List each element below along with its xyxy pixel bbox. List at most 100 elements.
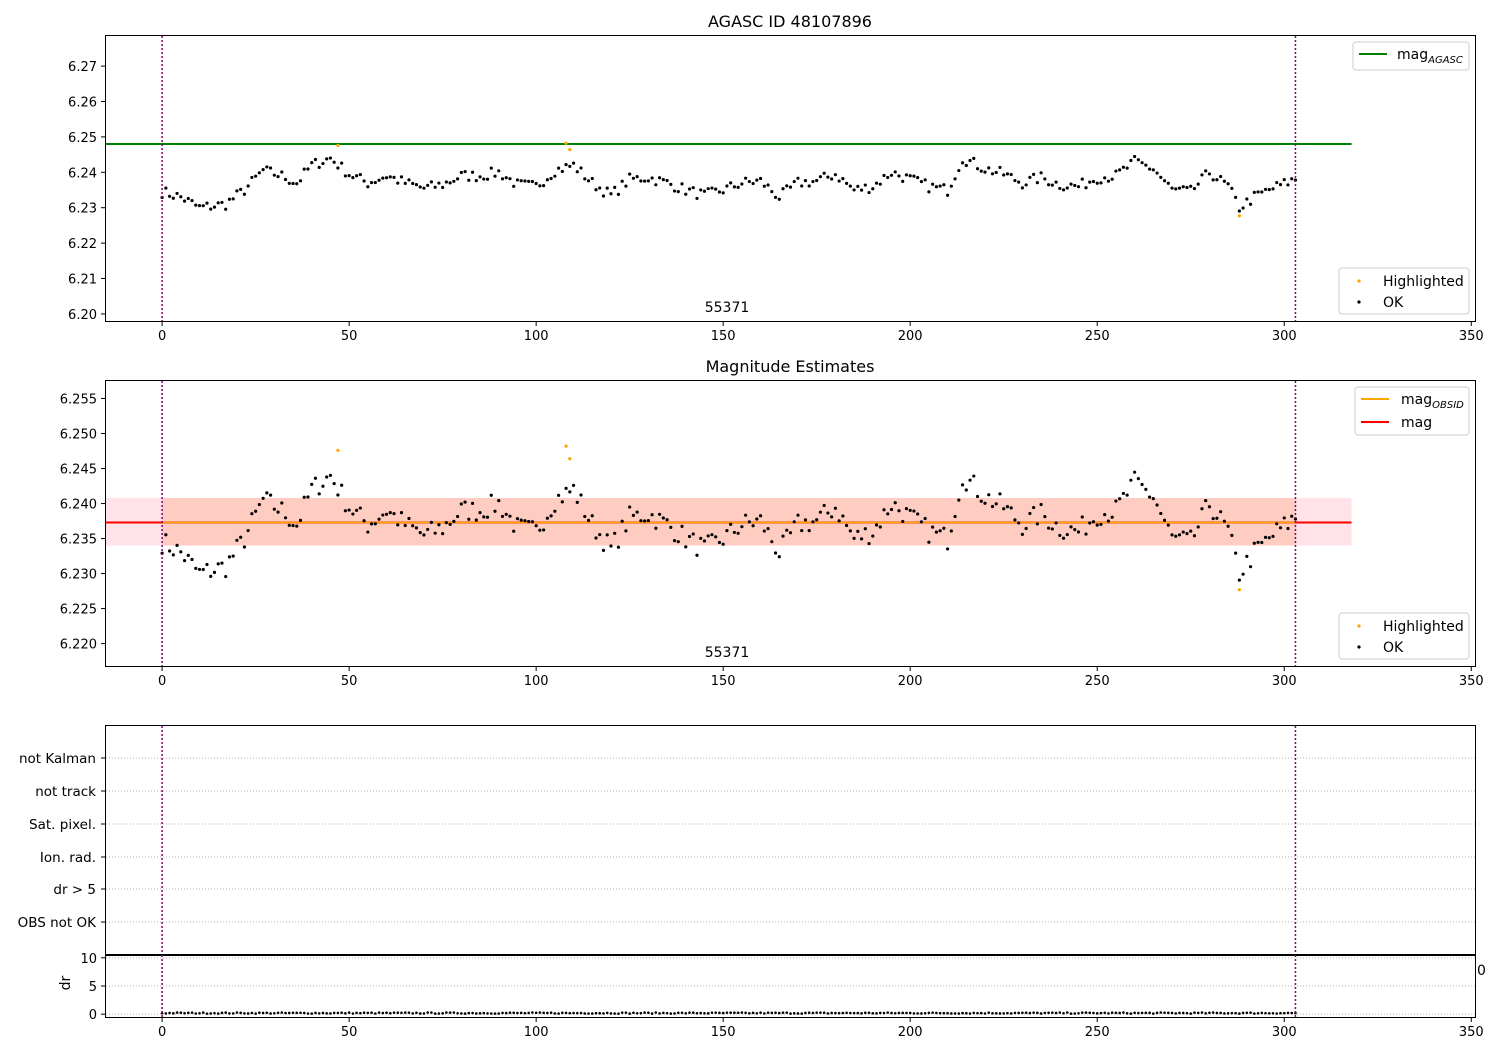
ok-point [1125,493,1129,497]
dr-point [1249,1011,1252,1014]
dr-point [437,1012,441,1015]
dr-point [684,1012,688,1015]
ok-point [362,179,366,183]
ok-point [830,177,834,181]
ok-point [1121,491,1125,496]
ok-point [691,532,695,536]
dr-point [590,1012,594,1015]
ok-point [964,488,968,492]
ok-point [822,503,826,508]
y-tick-label: 6.25 [68,131,97,146]
ok-point [628,505,632,509]
dr-point [508,1011,512,1015]
ok-point [377,178,381,182]
ok-point [781,534,785,538]
agasc-magnitude-panel: AGASC ID 48107896 55371 0 50 100 150 200 250 3… [68,12,1484,344]
ok-point [575,500,579,505]
dr-point [1200,1011,1204,1014]
svg-text:magOBSID: magOBSID [1401,392,1464,411]
ok-point [1069,182,1073,186]
ok-point [407,516,411,521]
ok-point [542,528,546,532]
dr-point [1058,1011,1062,1014]
ok-point [403,523,407,528]
x-tick-label: 100 [524,329,549,344]
panel2-legend-lower: Highlighted OK [1338,612,1470,660]
ok-point [171,553,175,557]
legend2-highlighted-marker [1357,624,1361,628]
ok-point [1286,183,1290,187]
dr-point [224,1011,227,1014]
dr-point [164,1012,168,1015]
ok-point [280,501,284,505]
dr-point [908,1011,912,1015]
dr-point [1219,1011,1222,1015]
ok-point [355,174,359,178]
ok-point [721,191,725,195]
dr-point [676,1011,680,1015]
dr-point [1256,1011,1260,1015]
ok-point [1293,517,1298,521]
ok-point [1032,172,1036,176]
dr-point [516,1011,519,1015]
x-tick-label: 0 [158,674,166,689]
ok-point [815,178,819,183]
ok-point [867,190,871,195]
ok-point [1177,533,1182,537]
ok-point [1028,175,1032,179]
dr-point [478,1011,482,1015]
ok-point [321,161,325,166]
ok-point [313,157,318,162]
ok-point [448,181,452,185]
ok-point [1024,183,1028,187]
ok-point [878,182,882,186]
dr-point [849,1011,852,1015]
ok-point [661,177,665,182]
x-tick-label: 50 [341,674,358,689]
ok-point [725,184,729,188]
dr-point [269,1012,272,1015]
ok-point [291,523,295,528]
ok-point [231,554,235,558]
ok-point [194,566,198,571]
ok-point [186,553,190,557]
dr-point [789,1012,792,1015]
ok-point [931,182,935,186]
flag-category-label: OBS not OK [18,915,98,931]
dr-point [1290,1011,1294,1015]
dr-point [1271,1011,1275,1015]
ok-point [949,529,953,533]
ok-point [403,181,407,186]
ok-point [628,172,632,176]
ok-point [990,172,995,176]
dr-point [493,1012,497,1015]
ok-point [729,522,733,526]
ok-point [837,519,841,523]
ok-point [272,507,276,511]
ok-point [261,496,265,500]
ok-point [388,511,392,515]
ok-point [497,498,501,503]
ok-point [583,177,587,181]
ok-point [1192,186,1197,191]
ok-point [766,183,770,187]
ok-point [923,516,927,521]
ok-point [792,520,796,524]
ok-point [669,182,673,186]
dr-point [172,1012,175,1015]
ok-point [841,514,845,518]
dr-point [890,1011,893,1015]
ok-point [1035,522,1039,526]
dr-point [815,1011,818,1014]
x-tick-label: 100 [524,1025,549,1040]
dr-point [961,1011,964,1015]
ok-point [167,194,172,198]
y-tick-label: 10 [80,952,97,967]
magnitude-estimates-panel: Magnitude Estimates 55371 0 50 100 150 200 25… [60,357,1484,689]
dr-point [1099,1011,1103,1015]
x-tick-label: 0 [158,1025,166,1040]
ok-point [803,518,808,522]
stray-tick-label: 0 [1477,963,1486,979]
ok-point [298,179,303,183]
legend-mag-label: mag [1401,415,1432,431]
